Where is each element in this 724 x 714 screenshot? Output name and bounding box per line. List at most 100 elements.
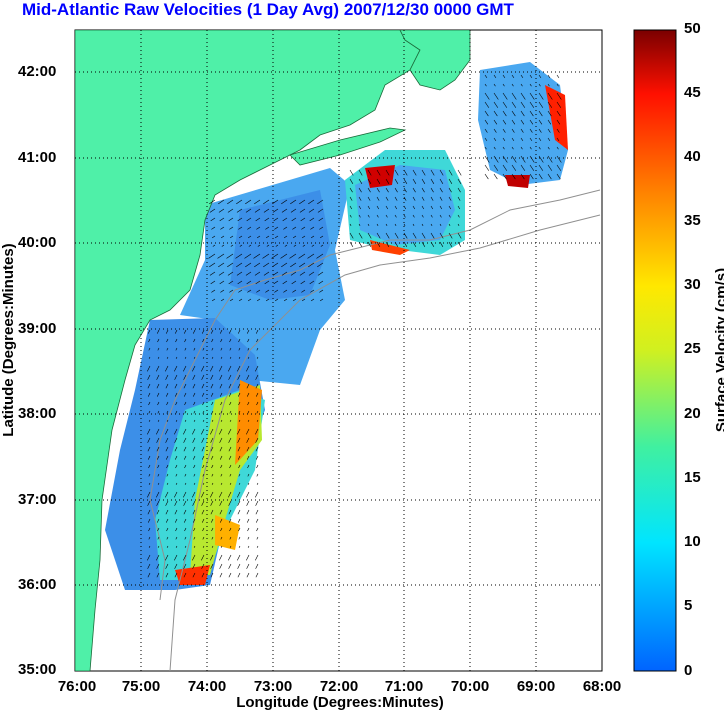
velocity-arrow [192,392,196,397]
velocity-arrow [263,199,270,205]
velocity-arrow [256,356,259,359]
velocity-arrow [484,137,488,142]
velocity-arrow [556,92,562,100]
velocity-arrow [556,137,560,142]
velocity-arrow [385,214,388,218]
velocity-arrow [157,464,160,469]
velocity-arrow [484,101,490,108]
velocity-arrow [156,500,160,506]
velocity-arrow [201,329,205,334]
velocity-arrow [520,155,526,163]
velocity-arrow [292,235,297,239]
velocity-arrow [256,545,259,548]
velocity-arrow [236,271,243,276]
velocity-arrow [174,572,178,578]
velocity-arrow [211,464,214,469]
velocity-arrow [376,169,381,176]
cape-hatteras-hotspot [175,565,210,585]
velocity-arrow [394,187,398,193]
velocity-arrow [237,365,241,372]
velocity-arrow [290,208,297,213]
velocity-arrow [183,374,187,380]
velocity-arrow [266,244,270,247]
colorbar-tick-label: 45 [684,84,701,101]
velocity-arrow [147,383,151,389]
velocity-arrow [255,554,259,561]
velocity-arrow [255,491,259,498]
velocity-arrow [228,280,234,285]
velocity-arrow [439,205,443,210]
velocity-arrow [219,554,223,561]
velocity-arrow [556,74,560,79]
velocity-arrow [166,410,169,414]
velocity-arrow [245,271,252,276]
velocity-arrow [156,437,160,443]
southern-fast-patch [215,515,240,550]
velocity-arrow [255,446,259,452]
velocity-arrow [184,527,187,532]
velocity-arrow [237,455,241,460]
velocity-arrow [248,244,252,247]
velocity-arrow [358,205,362,210]
velocity-arrow [457,214,460,218]
grid [75,30,602,671]
velocity-arrow [228,437,232,443]
velocity-arrow [244,253,252,259]
bathymetry-contour-deep [169,214,601,671]
velocity-arrow [219,491,223,498]
velocity-arrow [219,383,223,389]
velocity-arrow [430,205,434,210]
nj-core-region [230,190,330,300]
velocity-arrow [229,473,232,477]
velocity-arrow [254,199,261,205]
velocity-arrow [228,383,232,389]
velocity-arrow [309,217,315,222]
velocity-arrow [228,572,232,578]
velocity-arrow [147,455,151,460]
velocity-arrow [202,401,205,406]
velocity-arrow [228,365,232,372]
velocity-arrow [457,187,461,193]
velocity-arrow [358,223,361,226]
velocity-arrow [367,205,371,210]
velocity-arrow [211,401,214,406]
velocity-arrow [228,329,232,334]
velocity-arrow [148,347,151,351]
velocity-arrow [253,253,261,259]
velocity-arrow [457,205,461,210]
velocity-arrow [403,214,406,218]
velocity-arrow [165,563,169,569]
velocity-arrow [457,196,461,201]
velocity-arrow [291,280,297,285]
velocity-arrow [358,187,362,193]
velocity-arrow [556,173,561,180]
velocity-arrow [511,164,517,171]
velocity-arrow [235,253,243,259]
velocity-arrow [219,374,223,380]
velocity-arrow [247,473,250,477]
velocity-arrow [274,226,279,230]
velocity-arrow [217,253,225,259]
velocity-arrow [299,271,306,276]
velocity-arrow [547,137,551,142]
velocity-arrow [184,338,187,343]
velocity-arrow [148,473,151,477]
velocity-arrow [183,392,187,397]
velocity-arrow [211,473,214,477]
velocity-arrow [165,374,169,380]
velocity-arrow [229,464,232,469]
velocity-arrow [175,410,178,414]
velocity-arrow [547,119,552,125]
velocity-arrow [184,482,187,485]
velocity-arrow [156,491,160,498]
velocity-arrow [174,446,178,452]
velocity-arrow [192,500,196,506]
velocity-arrow [246,518,250,523]
velocity-arrow [183,572,187,578]
xtick-label: 71:00 [384,678,424,695]
velocity-arrow [292,298,297,302]
velocity-arrow [412,205,416,210]
velocity-arrow [220,419,223,422]
velocity-arrow [219,563,223,569]
velocity-arrow [502,92,508,100]
